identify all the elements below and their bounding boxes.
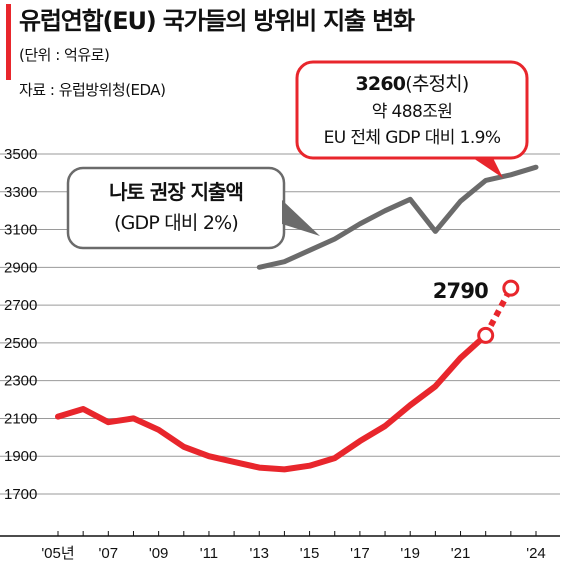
x-tick-label: '17 [350,545,370,562]
estimate-callout-headline: 3260(추정치) [356,73,469,95]
estimate-callout-box [295,60,529,160]
x-tick-label: '09 [149,545,169,562]
title-accent-bar [6,4,11,80]
y-tick-label: 3100 [4,222,37,239]
y-axis: 1700 1900 2100 2300 2500 2700 2900 3100 3300 3500 [4,146,37,503]
source-label: 자료 : 유럽방위청(EDA) [19,81,166,99]
x-tick-label: '21 [451,545,471,562]
y-tick-label: 2500 [4,335,37,352]
y-tick-label: 1900 [4,448,37,465]
eu-spending-estimate-line [483,286,514,337]
x-tick-label: '05년 [41,545,74,562]
x-tick-label: '24 [526,545,546,562]
estimate-callout-pointer [470,156,503,178]
x-axis: '05년 '07 '09 '11 '13 '15 '17 '19 '21 '24 [0,531,560,562]
y-tick-label: 2900 [4,259,37,276]
estimate-callout-gdp: EU 전체 GDP 대비 1.9% [324,128,501,148]
series-group [55,164,539,473]
y-tick-label: 1700 [4,486,37,503]
chart-title: 유럽연합(EU) 국가들의 방위비 지출 변화 [19,7,415,35]
point-2024 [502,279,520,297]
estimate-callout-krw: 약 488조원 [372,102,453,122]
point-2023 [477,326,495,344]
y-tick-label: 2100 [4,410,37,427]
x-tick-label: '13 [249,545,269,562]
nato-callout-subtitle: (GDP 대비 2%) [114,212,238,234]
data-label-2023: 2790 [433,279,488,303]
x-tick-label: '15 [300,545,320,562]
x-tick-label: '07 [99,545,119,562]
eu-spending-line [55,332,489,473]
y-tick-label: 2300 [4,373,37,390]
estimate-value: 3260 [356,73,406,95]
x-tick-label: '19 [400,545,420,562]
nato-recommended-line [256,164,539,270]
y-tick-label: 2700 [4,297,37,314]
y-tick-label: 3500 [4,146,37,163]
y-tick-label: 3300 [4,184,37,201]
nato-callout-pointer [282,200,320,236]
nato-callout-title: 나토 권장 지출액 [109,180,243,204]
estimate-note: (추정치) [405,73,468,95]
x-tick-label: '11 [200,545,218,562]
unit-label: (단위 : 억유로) [19,46,110,64]
